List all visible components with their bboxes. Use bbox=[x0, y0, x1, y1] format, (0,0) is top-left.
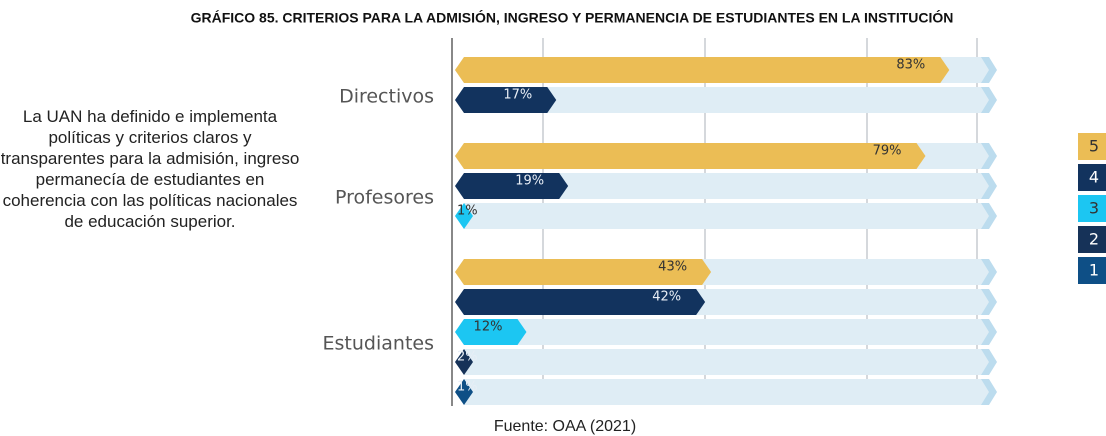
legend-swatch bbox=[1078, 226, 1106, 253]
annotation: La UAN ha definido e implementa política… bbox=[0, 107, 300, 231]
bar bbox=[455, 143, 926, 169]
track bbox=[455, 349, 991, 375]
bar bbox=[455, 173, 569, 199]
track-tip bbox=[981, 319, 997, 345]
track-tip bbox=[981, 87, 997, 113]
legend-label: 2 bbox=[1089, 230, 1099, 249]
source: Fuente: OAA (2021) bbox=[494, 418, 636, 435]
track-tip bbox=[981, 259, 997, 285]
bar bbox=[455, 319, 527, 345]
category-label: Directivos bbox=[339, 86, 434, 108]
value-label: 43% bbox=[658, 260, 687, 275]
value-label: 17% bbox=[503, 88, 532, 103]
bar bbox=[455, 349, 473, 375]
value-label: 79% bbox=[873, 144, 902, 159]
track-tip bbox=[981, 379, 997, 405]
track bbox=[455, 87, 991, 113]
legend-swatch bbox=[1078, 195, 1106, 222]
value-label: 19% bbox=[515, 174, 544, 189]
track bbox=[455, 379, 991, 405]
track-tip bbox=[981, 143, 997, 169]
track-tip bbox=[981, 57, 997, 83]
bar bbox=[455, 203, 473, 229]
category-label: Profesores bbox=[335, 187, 434, 209]
legend-swatch bbox=[1078, 257, 1106, 284]
legend-label: 3 bbox=[1089, 199, 1099, 218]
bar bbox=[455, 57, 950, 83]
value-label: 1% bbox=[457, 380, 478, 395]
bar bbox=[455, 259, 712, 285]
bar bbox=[455, 379, 473, 405]
legend-swatch bbox=[1078, 133, 1106, 160]
track bbox=[455, 173, 991, 199]
legend-label: 1 bbox=[1089, 261, 1099, 280]
track-tip bbox=[981, 289, 997, 315]
value-label: 83% bbox=[896, 58, 925, 73]
legend-swatch bbox=[1078, 164, 1106, 191]
value-label: 2% bbox=[457, 350, 478, 365]
value-label: 1% bbox=[457, 204, 478, 219]
track-tip bbox=[981, 173, 997, 199]
bar bbox=[455, 87, 557, 113]
value-label: 12% bbox=[474, 320, 503, 335]
legend-label: 5 bbox=[1089, 137, 1099, 156]
bar bbox=[455, 289, 706, 315]
track bbox=[455, 319, 991, 345]
track-tip bbox=[981, 203, 997, 229]
value-label: 42% bbox=[652, 290, 681, 305]
track-tip bbox=[981, 349, 997, 375]
legend-label: 4 bbox=[1089, 168, 1099, 187]
category-label: Estudiantes bbox=[323, 333, 434, 355]
chart-title: GRÁFICO 85. CRITERIOS PARA LA ADMISIÓN, … bbox=[191, 9, 954, 26]
track bbox=[455, 203, 991, 229]
